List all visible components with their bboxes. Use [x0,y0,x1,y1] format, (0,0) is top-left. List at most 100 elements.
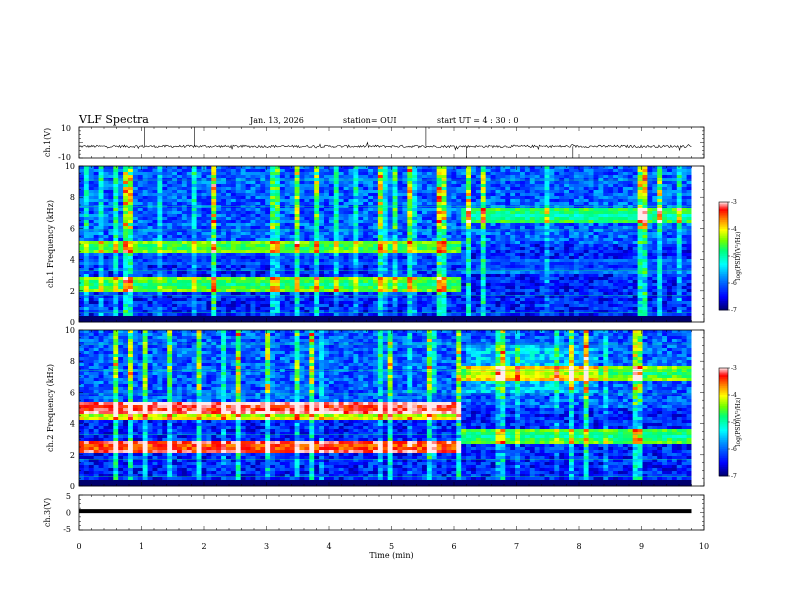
heatmap-cell [392,241,398,245]
heatmap-cell [412,244,418,248]
heatmap-cell [343,307,349,311]
heatmap-cell [314,286,320,290]
heatmap-cell [83,289,90,293]
heatmap-cell [353,253,359,257]
heatmap-cell [363,277,369,281]
heatmap-cell [235,181,242,185]
heatmap-cell [324,298,330,302]
heatmap-cell [407,217,413,221]
heatmap-cell [299,214,305,218]
heatmap-cell [480,283,487,287]
heatmap-cell [422,166,428,170]
heatmap-cell [500,313,506,317]
heatmap-cell [475,232,482,236]
heatmap-cell [270,181,276,185]
heatmap-cell [226,307,232,311]
heatmap-cell [338,286,344,290]
heatmap-cell [338,307,344,311]
heatmap-cell [294,211,300,215]
heatmap-cell [505,313,511,317]
heatmap-cell [216,187,222,191]
heatmap-cell [426,253,433,257]
heatmap-cell [221,241,227,245]
heatmap-cell [480,169,487,173]
heatmap-cell [348,304,354,308]
heatmap-cell [466,211,472,215]
heatmap-cell [382,217,389,221]
heatmap-cell [407,256,413,260]
heatmap-cell [152,247,158,251]
heatmap-cell [98,313,104,317]
heatmap-cell [181,238,188,242]
heatmap-cell [466,292,472,296]
heatmap-cell [299,265,305,269]
heatmap-cell [466,232,472,236]
heatmap-cell [230,280,237,284]
heatmap-cell [279,217,286,221]
heatmap-cell [319,220,325,224]
heatmap-cell [275,229,281,233]
heatmap-cell [402,214,408,218]
heatmap-cell [328,208,335,212]
heatmap-cell [466,226,472,230]
heatmap-cell [186,232,193,236]
heatmap-cell [534,277,540,281]
heatmap-cell [206,169,212,173]
heatmap-cell [534,259,540,263]
heatmap-cell [363,271,369,275]
heatmap-cell [407,241,413,245]
heatmap-cell [534,268,540,272]
heatmap-cell [103,193,109,197]
heatmap-cell [314,289,320,293]
heatmap-cell [191,244,197,248]
heatmap-cell [417,214,423,218]
heatmap-cell [520,172,526,176]
heatmap-cell [275,286,281,290]
heatmap-cell [294,166,300,170]
heatmap-cell [206,193,212,197]
heatmap-cell [368,214,374,218]
heatmap-cell [382,208,389,212]
heatmap-cell [147,217,153,221]
heatmap-cell [128,196,134,200]
heatmap-cell [520,310,526,314]
heatmap-cell [392,217,398,221]
heatmap-cell [319,232,325,236]
heatmap-cell [417,226,423,230]
heatmap-cell [211,262,217,266]
heatmap-cell [172,253,178,257]
heatmap-cell [451,229,457,233]
heatmap-cell [142,256,148,260]
heatmap-cell [250,319,256,323]
heatmap-cell [373,253,379,257]
heatmap-cell [128,253,134,257]
heatmap-cell [83,295,90,299]
heatmap-cell [328,244,335,248]
heatmap-cell [79,211,85,215]
heatmap-cell [191,253,197,257]
heatmap-cell [147,223,153,227]
heatmap-cell [191,172,197,176]
heatmap-cell [382,298,389,302]
heatmap-cell [113,295,119,299]
heatmap-cell [466,193,472,197]
heatmap-cell [294,310,300,314]
heatmap-cell [245,301,251,305]
heatmap-cell [240,229,246,233]
heatmap-cell [348,259,354,263]
heatmap-cell [495,262,501,266]
heatmap-cell [196,307,202,311]
heatmap-cell [495,238,501,242]
heatmap-cell [108,202,114,206]
heatmap-cell [373,190,379,194]
heatmap-cell [260,292,266,296]
heatmap-cell [93,256,99,260]
heatmap-cell [485,235,491,239]
heatmap-cell [255,259,261,263]
heatmap-cell [206,190,212,194]
heatmap-cell [299,307,305,311]
heatmap-cell [451,247,457,251]
heatmap-cell [270,313,276,317]
heatmap-cell [289,214,295,218]
heatmap-cell [466,199,472,203]
